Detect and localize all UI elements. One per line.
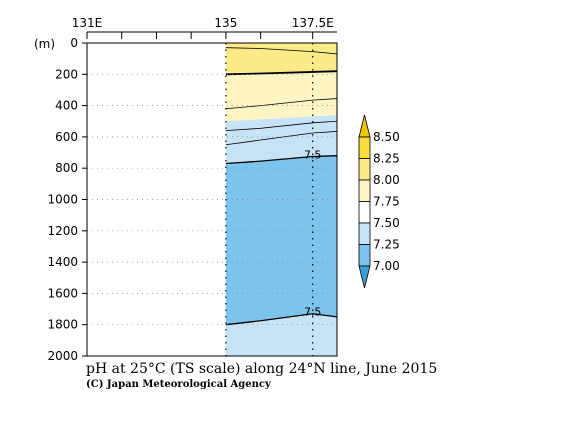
y-tick-label-6: 1200 [47,224,78,238]
colorbar-label-3: 7.75 [373,195,400,209]
colorbar-box-4 [358,222,371,245]
contour-line-4 [225,131,337,146]
y-tick-label-10: 2000 [47,349,78,363]
y-tick-label-1: 200 [55,67,78,81]
colorbar-label-5: 8.25 [373,152,400,166]
colorbar-box-0 [358,136,371,159]
contour-line-6 [225,313,337,326]
colorbar-box-5 [358,244,371,267]
y-tick-label-5: 1000 [47,193,78,207]
band-2 [225,114,337,164]
contour-label-text-0: 7.5 [304,148,322,161]
colorbar-label-4: 8.00 [373,173,400,187]
grid-lines [87,73,337,326]
x-tick-label-0: 131E [72,16,103,30]
color-bands [225,43,337,356]
colorbar-box-2 [358,179,371,202]
y-tick-label-4: 800 [55,161,78,175]
y-unit-label: (m) [34,37,55,51]
contour-line-3 [225,120,337,132]
x-axis: 131E 135 137.5E [72,16,337,39]
contour-label-0: 7.5 [304,148,322,161]
contour-line-2 [225,98,337,110]
band-4 [225,313,337,356]
y-tick-label-0: 0 [70,36,78,50]
band-0 [225,43,337,73]
band-3 [225,155,337,325]
colorbar-label-1: 7.25 [373,238,400,252]
colorbar-label-6: 8.50 [373,130,400,144]
chart-title: pH at 25°C (TS scale) along 24°N line, J… [86,361,437,377]
credit-text: (C) Japan Meteorological Agency [86,379,272,390]
contour-labels: 7.5 7.5 [304,148,322,319]
band-1 [225,71,337,122]
x-tick-label-4: 135 [214,16,237,30]
colorbar-bottom-arrow [358,265,371,289]
colorbar-box-1 [358,158,371,181]
y-tick-label-9: 1800 [47,318,78,332]
contour-lines [225,47,337,326]
y-tick-label-3: 600 [55,130,78,144]
colorbar-label-0: 7.00 [373,259,400,273]
colorbar-box-3 [358,201,371,224]
contour-line-1 [225,70,337,76]
contour-line-5 [225,155,337,165]
colorbar-label-2: 7.50 [373,216,400,230]
contour-label-1: 7.5 [304,306,322,319]
y-tick-label-7: 1400 [47,255,78,269]
y-tick-label-8: 1600 [47,286,78,300]
y-tick-label-2: 400 [55,99,78,113]
contour-label-text-1: 7.5 [304,306,322,319]
x-tick-label-6: 137.5E [292,16,334,30]
y-axis: 0 200 400 600 800 1000 1200 1400 1600 1800 2000 [47,36,87,363]
colorbar: 7.00 7.25 7.50 7.75 8.00 8.25 8.50 [358,114,400,289]
colorbar-top-arrow [358,114,371,138]
contour-line-0 [225,47,337,55]
